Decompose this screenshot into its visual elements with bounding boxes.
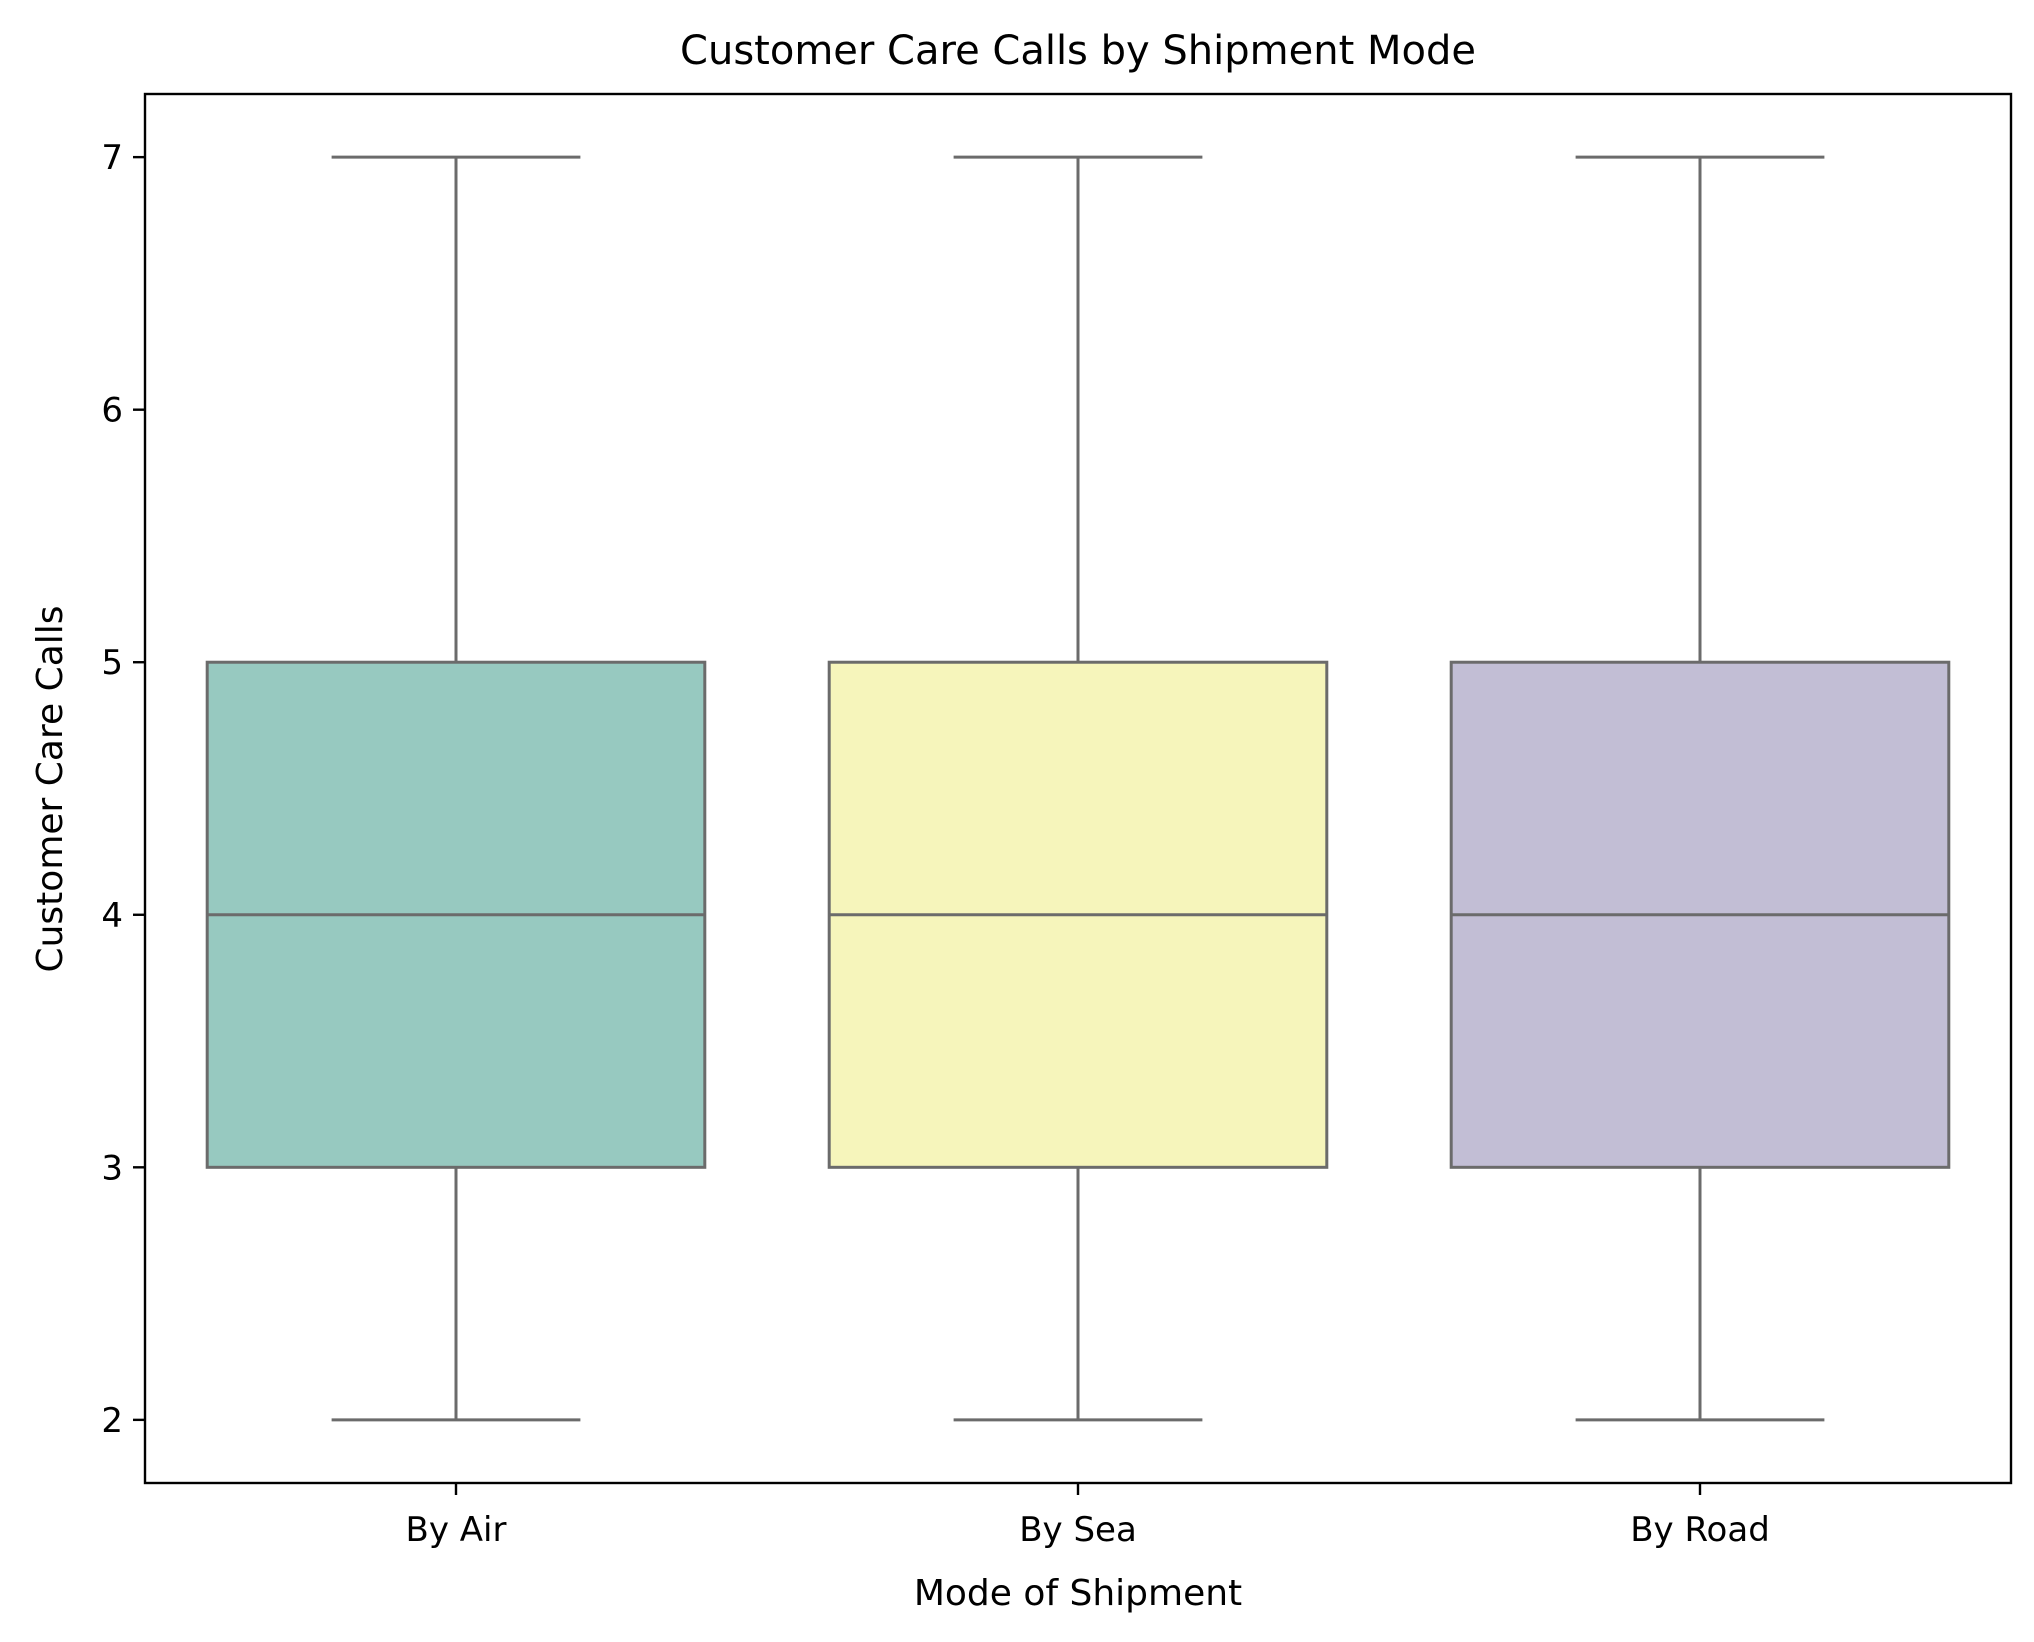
y-tick-label: 5: [101, 643, 123, 683]
y-tick-label: 7: [101, 138, 123, 178]
y-tick-label: 4: [101, 896, 123, 936]
y-tick-label: 2: [101, 1401, 123, 1441]
box-group-by-air: [205, 155, 707, 1422]
x-tick-label: By Sea: [1019, 1510, 1137, 1550]
y-tick-label: 6: [101, 391, 123, 431]
x-tick-label: By Air: [406, 1510, 507, 1550]
box-group-by-sea: [827, 155, 1329, 1422]
y-axis: 2 3 4 5 6 7: [101, 138, 145, 1441]
y-axis-label: Customer Care Calls: [30, 605, 71, 972]
plot-area: [205, 155, 1951, 1422]
x-tick-label: By Road: [1630, 1510, 1770, 1550]
y-tick-label: 3: [101, 1148, 123, 1188]
x-axis-label: Mode of Shipment: [914, 1573, 1242, 1614]
x-axis: By Air By Sea By Road: [406, 1483, 1770, 1550]
chart-title: Customer Care Calls by Shipment Mode: [680, 28, 1476, 74]
box-group-by-road: [1449, 155, 1951, 1422]
